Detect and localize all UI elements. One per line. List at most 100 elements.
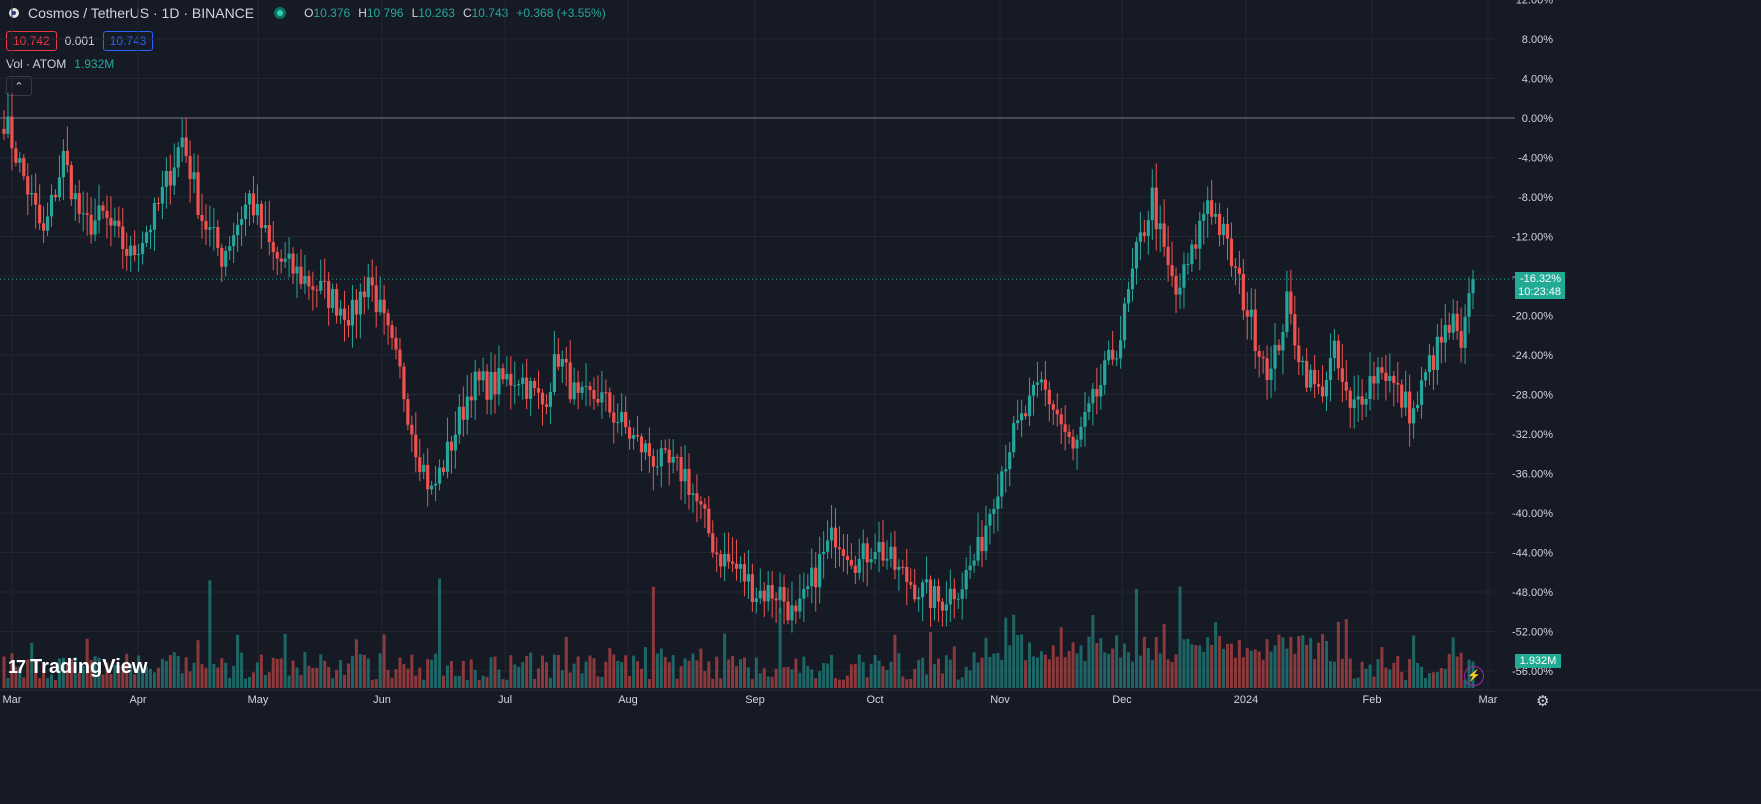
volume-bar — [331, 678, 335, 688]
buy-price-button[interactable]: 10.743 — [102, 31, 154, 51]
volume-bar — [473, 669, 477, 688]
candle-body — [833, 527, 838, 548]
volume-legend-label: Vol · ATOM — [6, 57, 67, 71]
y-tick-label: -24.00% — [1512, 350, 1553, 362]
volume-bar — [1423, 678, 1427, 688]
volume-bar — [402, 663, 406, 688]
candle-body — [342, 308, 347, 320]
volume-bar — [50, 674, 54, 688]
volume-bar — [89, 660, 93, 688]
volume-bar — [1328, 661, 1332, 688]
candle-body — [1063, 424, 1067, 432]
candle-body — [437, 467, 442, 484]
tradingview-logo[interactable]: 17 TradingView — [8, 656, 147, 679]
volume-bar — [548, 677, 552, 688]
symbol-legend: Cosmos / TetherUS · 1D · BINANCE O10.376… — [6, 5, 606, 21]
volume-bar — [655, 653, 659, 688]
candle-body — [1313, 369, 1317, 385]
candle-body — [1150, 187, 1154, 221]
candle-body — [1095, 388, 1099, 397]
volume-bar — [26, 659, 30, 688]
volume-bar — [1166, 659, 1170, 688]
volume-bar — [537, 668, 541, 688]
volume-bar — [841, 679, 845, 688]
candle-body — [1198, 220, 1202, 249]
volume-bar — [1138, 655, 1142, 688]
volume-bar — [929, 632, 933, 688]
volume-bar — [323, 660, 327, 688]
volume-bar — [917, 660, 921, 688]
candle-body — [144, 232, 149, 243]
volume-bar — [723, 633, 727, 688]
volume-bar — [346, 663, 350, 688]
volume-bar — [1416, 662, 1420, 688]
candle-body — [1043, 379, 1047, 390]
volume-bar — [624, 655, 628, 688]
volume-bar — [188, 671, 192, 688]
volume-bar — [818, 671, 822, 688]
volume-bar — [707, 661, 711, 688]
volume-bar — [168, 655, 172, 688]
collapse-legend-button[interactable]: ⌃ — [6, 76, 32, 96]
candle-body — [160, 186, 164, 204]
candle-body — [881, 542, 885, 561]
volume-bar — [1459, 652, 1463, 688]
volume-bar — [948, 659, 952, 688]
volume-bar — [228, 677, 232, 688]
volume-bar — [1305, 644, 1309, 688]
volume-bar — [881, 666, 885, 688]
candle-body — [1016, 420, 1020, 424]
volume-bar — [1174, 654, 1178, 688]
candle-body — [667, 449, 671, 463]
candle-body — [1051, 404, 1055, 410]
volume-bar — [1083, 661, 1087, 688]
candle-body — [228, 246, 232, 251]
candle-body — [972, 560, 976, 566]
candle-body — [770, 584, 774, 599]
volume-bar — [97, 657, 101, 688]
candle-body — [576, 382, 580, 393]
candle-body — [263, 225, 267, 228]
candle-body — [635, 435, 640, 437]
candle-body — [1249, 309, 1253, 317]
volume-bar — [101, 674, 105, 688]
volume-bar — [651, 586, 655, 688]
volume-bar — [85, 638, 89, 688]
volume-bar — [69, 658, 73, 688]
volume-bar — [370, 679, 374, 688]
volume-bar — [275, 659, 279, 688]
gear-icon[interactable]: ⚙ — [1536, 693, 1550, 710]
candle-body — [430, 485, 434, 490]
symbol-title[interactable]: Cosmos / TetherUS · 1D · BINANCE — [28, 5, 255, 21]
volume-bar — [564, 637, 568, 688]
low-label: L — [411, 6, 419, 20]
candle-body — [1419, 380, 1424, 405]
candle-body — [1115, 358, 1119, 360]
candle-body — [481, 371, 485, 381]
candle-body — [806, 586, 810, 589]
volume-bar — [149, 668, 153, 688]
candle-body — [1020, 413, 1024, 421]
candle-body — [1130, 268, 1135, 290]
volume-bar — [307, 665, 311, 688]
candle-body — [1368, 376, 1372, 399]
sell-price-button[interactable]: 10.742 — [6, 31, 57, 51]
candle-body — [89, 214, 93, 235]
volume-bar — [1261, 659, 1265, 688]
candle-body — [905, 566, 909, 583]
candle-body — [604, 392, 608, 394]
volume-bar — [1111, 648, 1115, 688]
volume-legend[interactable]: Vol · ATOM 1.932M — [6, 57, 114, 71]
candle-body — [548, 392, 553, 407]
candle-body — [1162, 223, 1166, 247]
volume-bar — [1020, 634, 1024, 688]
candle-body — [944, 604, 948, 611]
candle-body — [366, 277, 370, 298]
volume-bar — [259, 654, 263, 688]
volume-bar — [350, 656, 354, 688]
volume-bar — [830, 654, 834, 688]
bolt-icon[interactable]: ⚡ — [1464, 666, 1484, 686]
candle-body — [1423, 372, 1428, 381]
open-label: O — [304, 6, 314, 20]
